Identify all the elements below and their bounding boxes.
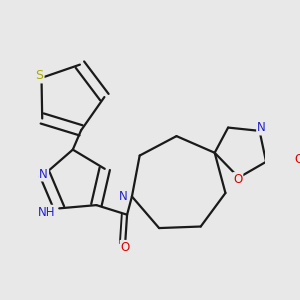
Text: N: N [118,190,127,203]
Text: NH: NH [38,206,56,219]
Text: N: N [39,168,48,181]
Text: O: O [233,173,242,186]
Text: S: S [36,69,43,82]
Text: N: N [257,122,266,134]
Text: O: O [294,153,300,167]
Text: O: O [121,241,130,254]
